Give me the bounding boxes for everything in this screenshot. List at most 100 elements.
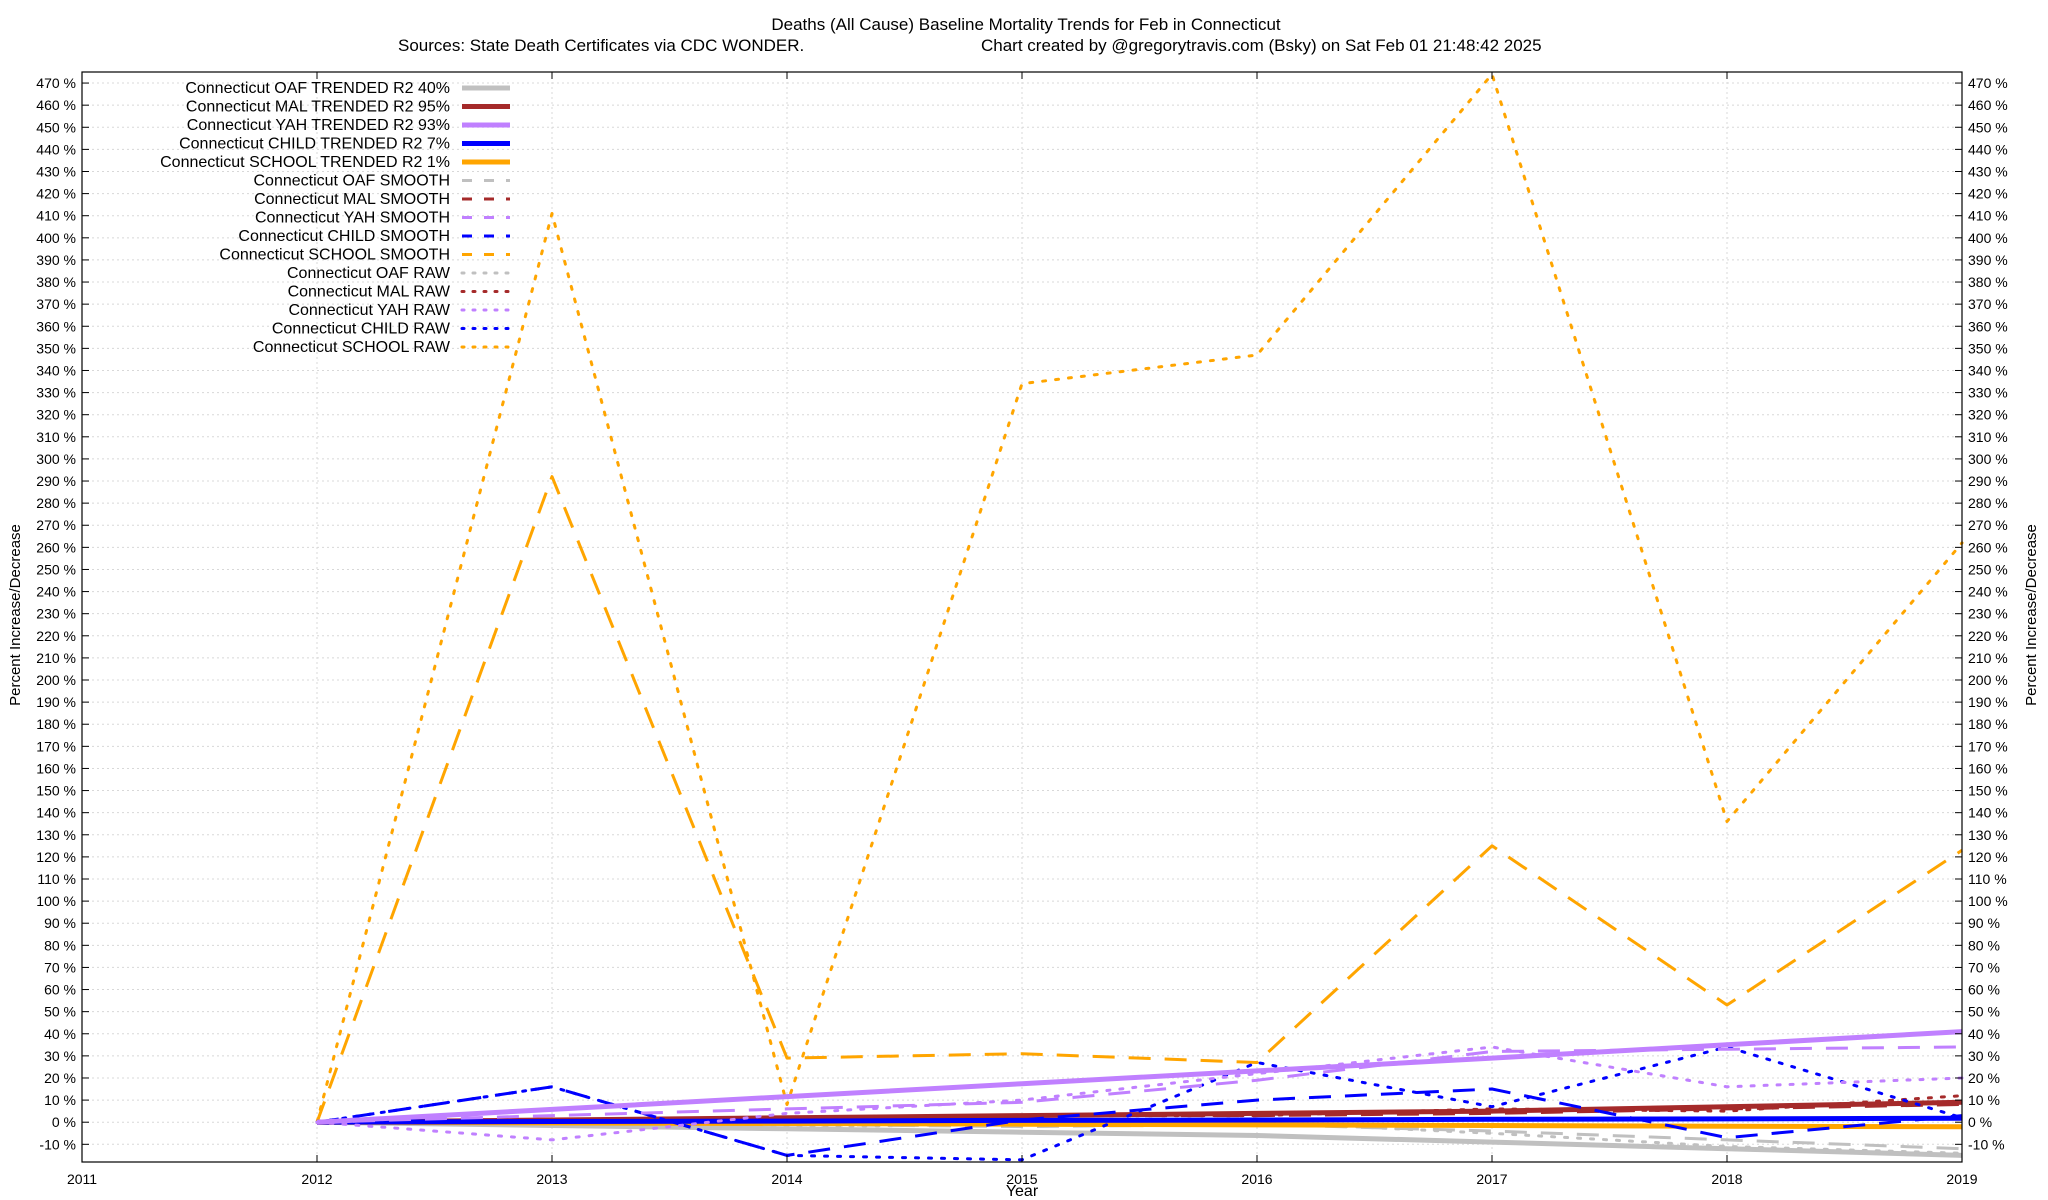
y2-tick-label: 450 %	[1968, 119, 2008, 135]
y-tick-label: 80 %	[44, 937, 76, 953]
y2-tick-label: 320 %	[1968, 407, 2008, 423]
y2-tick-label: 90 %	[1968, 915, 2000, 931]
y2-tick-label: 360 %	[1968, 318, 2008, 334]
y-tick-label: 420 %	[36, 186, 76, 202]
y2-tick-label: 130 %	[1968, 827, 2008, 843]
chart-subtitle-left: Sources: State Death Certificates via CD…	[398, 36, 804, 55]
y-tick-label: 50 %	[44, 1004, 76, 1020]
y-tick-label: 250 %	[36, 561, 76, 577]
y2-tick-label: 350 %	[1968, 340, 2008, 356]
y2-tick-label: 230 %	[1968, 606, 2008, 622]
x-tick-label: 2017	[1476, 1171, 1507, 1187]
y2-tick-label: 390 %	[1968, 252, 2008, 268]
y2-tick-label: 210 %	[1968, 650, 2008, 666]
axis-ticks: -10 % -10 % 0 % 0 % 10 % 10 % 20 % 20 % 30 % 30 %…	[36, 72, 2008, 1187]
series-line-14	[315, 1045, 1964, 1162]
legend-label-3: Connecticut YAH TRENDED R2 93%	[187, 117, 450, 134]
y-tick-label: 160 %	[36, 760, 76, 776]
y2-tick-label: 250 %	[1968, 561, 2008, 577]
y-tick-label: 360 %	[36, 318, 76, 334]
y-tick-label: 390 %	[36, 252, 76, 268]
y-tick-label: 440 %	[36, 141, 76, 157]
y-tick-label: 20 %	[44, 1070, 76, 1086]
y2-tick-label: 20 %	[1968, 1070, 2000, 1086]
y-tick-label: 340 %	[36, 362, 76, 378]
y2-tick-label: 240 %	[1968, 584, 2008, 600]
y2-tick-label: 120 %	[1968, 849, 2008, 865]
y-tick-label: 210 %	[36, 650, 76, 666]
y-tick-label: 60 %	[44, 982, 76, 998]
y2-tick-label: 310 %	[1968, 429, 2008, 445]
y2-tick-label: 340 %	[1968, 362, 2008, 378]
y2-tick-label: 170 %	[1968, 738, 2008, 754]
y2-tick-label: -10 %	[1968, 1136, 2005, 1152]
y-tick-label: 230 %	[36, 606, 76, 622]
x-tick-label: 2014	[771, 1171, 802, 1187]
legend-label-13: Connecticut YAH RAW	[288, 302, 450, 319]
y-tick-label: 280 %	[36, 495, 76, 511]
y-tick-label: 40 %	[44, 1026, 76, 1042]
y-tick-label: 260 %	[36, 539, 76, 555]
y-tick-label: 180 %	[36, 716, 76, 732]
y2-axis-label: Percent Increase/Decrease	[2023, 524, 2040, 706]
legend-label-11: Connecticut OAF RAW	[287, 265, 451, 282]
y2-tick-label: 400 %	[1968, 230, 2008, 246]
y2-tick-label: 460 %	[1968, 97, 2008, 113]
series-line-10	[315, 475, 1963, 1123]
y2-tick-label: 440 %	[1968, 141, 2008, 157]
y-tick-label: 70 %	[44, 959, 76, 975]
series-line-7	[316, 1103, 1963, 1124]
y2-tick-label: 140 %	[1968, 805, 2008, 821]
x-axis-label: Year	[1006, 1183, 1039, 1200]
y-tick-label: 200 %	[36, 672, 76, 688]
y-tick-label: 370 %	[36, 296, 76, 312]
y2-tick-label: 110 %	[1968, 871, 2007, 887]
y2-tick-label: 430 %	[1968, 163, 2008, 179]
y2-tick-label: 220 %	[1968, 628, 2008, 644]
y2-tick-label: 190 %	[1968, 694, 2008, 710]
y2-tick-label: 290 %	[1968, 473, 2008, 489]
y2-tick-label: 380 %	[1968, 274, 2008, 290]
legend-label-14: Connecticut CHILD RAW	[272, 321, 451, 338]
y2-tick-label: 160 %	[1968, 760, 2008, 776]
legend: Connecticut OAF TRENDED R2 40% Connecticu…	[160, 80, 512, 356]
y-tick-label: 10 %	[44, 1092, 76, 1108]
y2-tick-label: 260 %	[1968, 539, 2008, 555]
legend-label-10: Connecticut SCHOOL SMOOTH	[219, 247, 450, 264]
y-tick-label: 400 %	[36, 230, 76, 246]
y-tick-label: 350 %	[36, 340, 76, 356]
y-tick-label: 120 %	[36, 849, 76, 865]
y-tick-label: 290 %	[36, 473, 76, 489]
grid	[81, 72, 1963, 1162]
y2-tick-label: 30 %	[1968, 1048, 2000, 1064]
x-tick-label: 2019	[1946, 1171, 1977, 1187]
y-tick-label: 300 %	[36, 451, 76, 467]
series-line-8	[316, 1045, 1963, 1124]
y-tick-label: 460 %	[36, 97, 76, 113]
y2-tick-label: 60 %	[1968, 982, 2000, 998]
y-axis-label: Percent Increase/Decrease	[7, 524, 24, 706]
y-tick-label: 430 %	[36, 163, 76, 179]
series-layer	[315, 72, 1964, 1162]
y-tick-label: 270 %	[36, 517, 76, 533]
y2-tick-label: 0 %	[1968, 1114, 1992, 1130]
y-tick-label: 30 %	[44, 1048, 76, 1064]
legend-label-8: Connecticut YAH SMOOTH	[255, 210, 450, 227]
y2-tick-label: 180 %	[1968, 716, 2008, 732]
y-tick-label: 450 %	[36, 119, 76, 135]
y-tick-label: 100 %	[36, 893, 76, 909]
x-tick-label: 2015	[1006, 1171, 1037, 1187]
chart-subtitle-right: Chart created by @gregorytravis.com (Bsk…	[981, 36, 1542, 55]
y2-tick-label: 200 %	[1968, 672, 2008, 688]
y-tick-label: 320 %	[36, 407, 76, 423]
y-tick-label: 190 %	[36, 694, 76, 710]
series-line-3	[316, 1029, 1963, 1125]
y-tick-label: 330 %	[36, 385, 76, 401]
y2-tick-label: 410 %	[1968, 208, 2008, 224]
legend-label-12: Connecticut MAL RAW	[288, 284, 451, 301]
x-tick-label: 2018	[1711, 1171, 1742, 1187]
y-tick-label: 170 %	[36, 738, 76, 754]
y2-tick-label: 470 %	[1968, 75, 2008, 91]
x-tick-label: 2016	[1241, 1171, 1272, 1187]
